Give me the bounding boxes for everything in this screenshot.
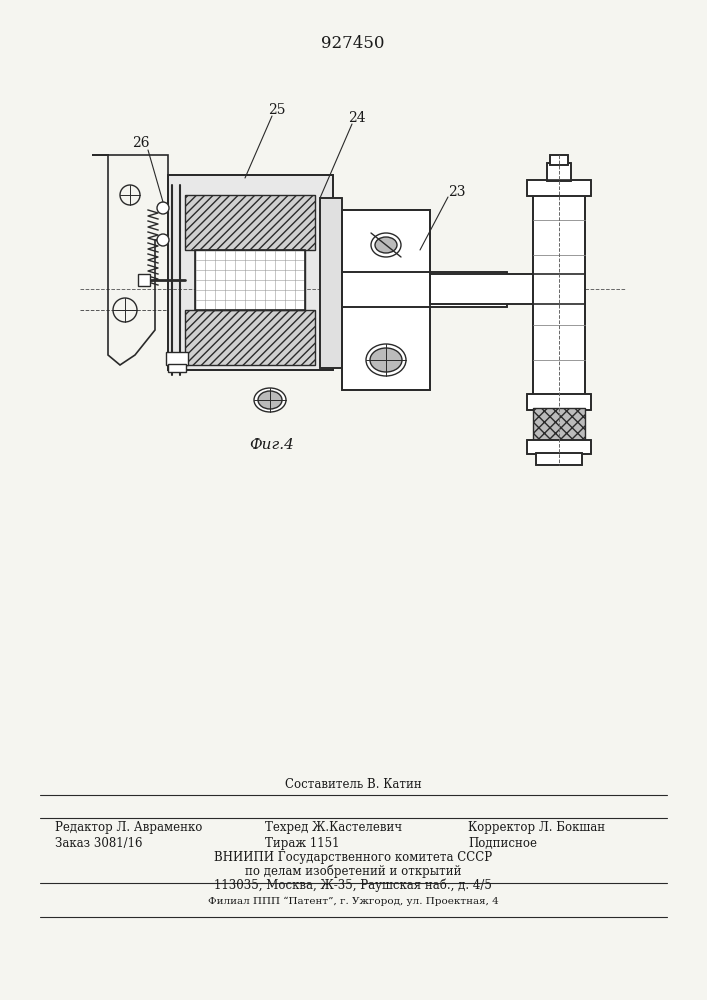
Bar [185, 310, 315, 365]
Bar [430, 274, 585, 304]
Bar [527, 440, 591, 454]
Ellipse shape [370, 348, 402, 372]
Bar [342, 210, 430, 390]
Bar [533, 408, 585, 443]
Text: Редактор Л. Авраменко: Редактор Л. Авраменко [55, 821, 202, 834]
Bar [533, 182, 585, 397]
Bar [527, 394, 591, 410]
Bar [195, 250, 305, 310]
Circle shape [157, 234, 169, 246]
Text: Филиал ППП “Патент”, г. Ужгород, ул. Проектная, 4: Филиал ППП “Патент”, г. Ужгород, ул. Про… [208, 897, 498, 906]
Bar [550, 155, 568, 165]
Bar [527, 440, 591, 454]
Bar [547, 163, 571, 181]
Ellipse shape [254, 388, 286, 412]
Text: 113035, Москва, Ж-35, Раушская наб., д. 4/5: 113035, Москва, Ж-35, Раушская наб., д. … [214, 879, 492, 892]
Bar [185, 310, 315, 365]
Bar [527, 180, 591, 196]
Text: ВНИИПИ Государственного комитета СССР: ВНИИПИ Государственного комитета СССР [214, 851, 492, 864]
Bar [527, 394, 591, 410]
Bar [185, 195, 315, 250]
Bar [168, 175, 333, 370]
Ellipse shape [375, 237, 397, 253]
Bar [550, 155, 568, 165]
Text: 23: 23 [448, 185, 465, 199]
Bar [138, 274, 150, 286]
Bar [536, 453, 582, 465]
Text: Составитель В. Катин: Составитель В. Катин [285, 778, 421, 791]
Text: Подписное: Подписное [468, 837, 537, 850]
Bar [342, 272, 507, 307]
Bar [166, 352, 188, 365]
Bar [195, 250, 305, 310]
Text: Тираж 1151: Тираж 1151 [265, 837, 339, 850]
Bar [342, 210, 430, 390]
Bar [320, 198, 342, 368]
Bar [536, 453, 582, 465]
Bar [168, 364, 186, 372]
Bar [547, 163, 571, 181]
Text: 24: 24 [348, 111, 366, 125]
Bar [342, 272, 507, 307]
Text: 26: 26 [132, 136, 149, 150]
Ellipse shape [371, 233, 401, 257]
Bar [320, 198, 342, 368]
Ellipse shape [258, 391, 282, 409]
Text: по делам изобретений и открытий: по делам изобретений и открытий [245, 865, 461, 879]
Bar [430, 274, 585, 304]
Bar [168, 175, 333, 370]
Text: Заказ 3081/16: Заказ 3081/16 [55, 837, 143, 850]
Ellipse shape [366, 344, 406, 376]
Text: Корректор Л. Бокшан: Корректор Л. Бокшан [468, 821, 605, 834]
Circle shape [157, 202, 169, 214]
Text: 25: 25 [268, 103, 286, 117]
Bar [533, 182, 585, 397]
Text: Техред Ж.Кастелевич: Техред Ж.Кастелевич [265, 821, 402, 834]
Text: Фиг.4: Фиг.4 [250, 438, 294, 452]
Text: 927450: 927450 [321, 35, 385, 52]
Bar [185, 195, 315, 250]
Bar [527, 180, 591, 196]
Bar [533, 408, 585, 443]
